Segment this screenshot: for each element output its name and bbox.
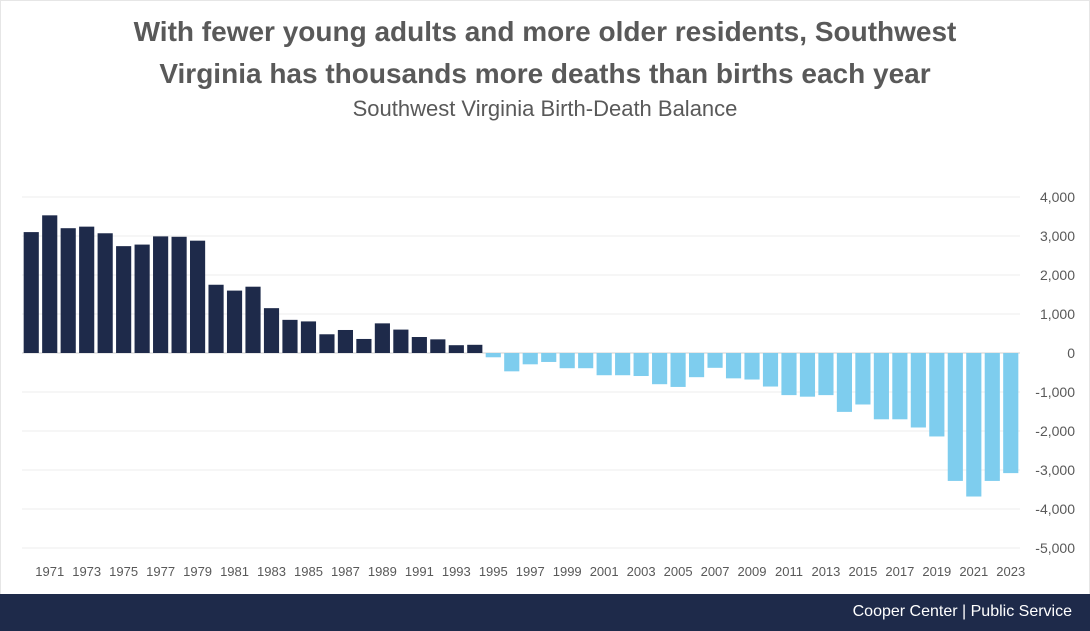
bar — [615, 353, 631, 376]
bar — [707, 353, 723, 368]
bar — [910, 353, 926, 428]
y-tick-label: -3,000 — [1035, 462, 1075, 478]
bar — [485, 353, 501, 358]
y-tick-label: 0 — [1067, 345, 1075, 361]
bar — [781, 353, 797, 396]
bar — [467, 344, 483, 353]
x-tick-label: 2011 — [775, 564, 803, 579]
bar — [356, 338, 372, 353]
bar — [873, 353, 889, 420]
bar — [504, 353, 520, 372]
y-tick-label: -1,000 — [1035, 384, 1075, 400]
bar — [97, 233, 113, 353]
bar — [393, 329, 409, 353]
x-tick-label: 2013 — [811, 564, 840, 579]
bar — [189, 240, 206, 353]
bar — [855, 353, 871, 405]
x-tick-label: 1999 — [553, 564, 582, 579]
x-tick-label: 2021 — [959, 564, 988, 579]
footer-bar: Cooper Center | Public Service — [0, 594, 1090, 631]
x-tick-label: 1987 — [331, 564, 360, 579]
bar — [60, 228, 76, 353]
bar — [929, 353, 945, 437]
y-tick-label: -2,000 — [1035, 423, 1075, 439]
y-tick-label: 2,000 — [1040, 267, 1075, 283]
bar — [171, 236, 187, 353]
bar — [725, 353, 742, 379]
x-tick-label: 1985 — [294, 564, 323, 579]
bar — [1003, 353, 1019, 474]
bar — [670, 353, 686, 387]
x-tick-label: 2023 — [996, 564, 1025, 579]
x-tick-label: 1993 — [442, 564, 471, 579]
x-tick-label: 2005 — [664, 564, 693, 579]
bar — [559, 353, 575, 369]
bar — [282, 319, 298, 353]
bar — [226, 290, 243, 353]
bar — [818, 353, 834, 396]
bar — [541, 353, 557, 362]
y-tick-label: -4,000 — [1035, 501, 1075, 517]
bar — [337, 329, 354, 353]
bar — [116, 246, 132, 353]
bar — [688, 353, 705, 378]
bar-chart: 4,000 3,000 2,000 1,000 0 -1,000 -2,000 -3,000 -… — [22, 189, 1075, 579]
chart-title-line-1: With fewer young adults and more older r… — [133, 16, 957, 47]
bar — [208, 284, 224, 353]
bar — [23, 232, 39, 353]
x-tick-label: 1989 — [368, 564, 397, 579]
y-tick-label: 3,000 — [1040, 228, 1075, 244]
x-tick-label: 1983 — [257, 564, 286, 579]
bar — [892, 353, 908, 420]
x-tick-label: 2009 — [738, 564, 767, 579]
x-tick-label: 2001 — [590, 564, 619, 579]
bar — [245, 286, 261, 353]
bar — [652, 353, 668, 385]
x-tick-label: 1975 — [109, 564, 138, 579]
bar — [596, 353, 612, 376]
x-tick-label: 1991 — [405, 564, 434, 579]
bar — [633, 353, 649, 377]
x-tick-label: 1979 — [183, 564, 212, 579]
x-tick-label: 1973 — [72, 564, 101, 579]
bar — [79, 226, 95, 353]
x-tick-label: 2015 — [848, 564, 877, 579]
x-tick-label: 2017 — [885, 564, 914, 579]
x-tick-label: 2003 — [627, 564, 656, 579]
bar — [762, 353, 779, 387]
x-tick-label: 1977 — [146, 564, 175, 579]
y-tick-label: -5,000 — [1035, 540, 1075, 556]
x-tick-label: 1981 — [220, 564, 249, 579]
x-tick-label: 2019 — [922, 564, 951, 579]
bar — [134, 244, 150, 353]
x-tick-label: 1971 — [35, 564, 64, 579]
y-tick-label: 4,000 — [1040, 189, 1075, 205]
bar — [448, 345, 464, 353]
bar — [263, 308, 280, 353]
bar — [374, 323, 390, 353]
bar — [319, 334, 335, 353]
bar — [300, 321, 317, 353]
bar — [522, 353, 538, 365]
y-tick-label: 1,000 — [1040, 306, 1075, 322]
x-tick-label: 1997 — [516, 564, 545, 579]
bar — [966, 353, 982, 497]
bar — [836, 353, 853, 412]
bar — [153, 236, 169, 353]
bar — [947, 353, 963, 481]
bar — [578, 353, 594, 369]
bar — [411, 337, 427, 353]
x-tick-label: 1995 — [479, 564, 508, 579]
bar — [430, 339, 446, 353]
chart-subtitle: Southwest Virginia Birth-Death Balance — [352, 96, 738, 121]
footer-credit: Cooper Center | Public Service — [852, 603, 1072, 620]
bar — [744, 353, 760, 380]
bar — [799, 353, 816, 397]
chart-title-line-2: Virginia has thousands more deaths than … — [159, 58, 931, 89]
bar — [42, 215, 58, 353]
bar — [984, 353, 1000, 481]
x-tick-label: 2007 — [701, 564, 730, 579]
